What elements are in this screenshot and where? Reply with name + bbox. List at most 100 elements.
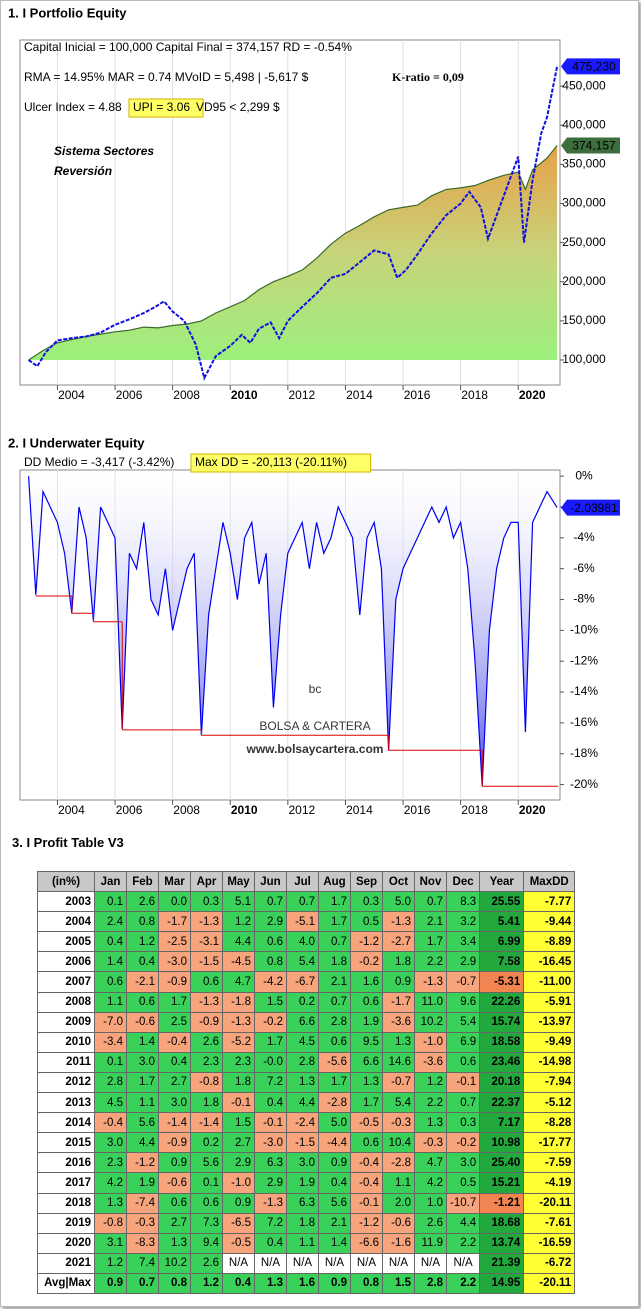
table-row: 2014 -0.4 5.6 -1.4 -1.4 1.5 -0.1 -2.4 5.0 -0.5 -0.… (37, 1112, 576, 1134)
table-cell: 4.4 (445, 1212, 481, 1234)
charts: 1. I Portfolio Equity 2004 2006 2008 2010 201… (8, 5, 620, 817)
table-cell: -0.4 (94, 1112, 127, 1134)
table-cell: 1.3 (286, 1071, 319, 1094)
table-cell: 0.6 (126, 991, 159, 1013)
header-cell: Jan (94, 870, 127, 893)
header-cell: (in%) (37, 870, 95, 893)
x-tick-label: 2004 (58, 803, 85, 817)
table-cell: 14.95 (479, 1272, 525, 1294)
table-cell: -0.2 (445, 1132, 481, 1154)
table-cell: 5.1 (222, 891, 255, 913)
table-cell: 1.4 (126, 1031, 159, 1053)
table-cell: 1.7 (254, 1031, 287, 1053)
table-cell: 2.7 (222, 1132, 255, 1154)
table-cell: -3.0 (254, 1132, 287, 1154)
x-tick-label: 2014 (346, 803, 373, 817)
table-cell: 4.5 (286, 1031, 319, 1053)
table-cell: 1.9 (126, 1172, 159, 1194)
annotation: Max DD = -20,113 (-20.11%) (195, 455, 347, 469)
y-tick-label: 250,000 (562, 235, 606, 249)
x-tick-label: 2016 (404, 388, 431, 402)
table-cell: 2.8 (414, 1272, 447, 1294)
header-cell: Feb (126, 870, 159, 893)
table-cell: 0.4 (158, 1051, 191, 1073)
table-cell: 0.2 (286, 991, 319, 1013)
table-cell: 1.3 (158, 1232, 191, 1254)
table-cell: -0.1 (350, 1192, 383, 1214)
table-cell: 1.2 (414, 1071, 447, 1094)
table-cell: 5.41 (479, 911, 525, 933)
table-cell: -2.8 (318, 1092, 351, 1114)
table-cell: 5.4 (286, 951, 319, 973)
table-cell: -5.31 (479, 971, 525, 993)
table-cell: -0.4 (350, 1152, 383, 1174)
table-cell: 5.4 (382, 1092, 415, 1114)
table-cell: 2.6 (190, 1252, 223, 1274)
table-cell: 4.5 (94, 1092, 127, 1114)
table-cell: -0.5 (222, 1232, 255, 1254)
annotation: UPI = 3.06 (133, 100, 190, 114)
table-cell: 1.4 (318, 1232, 351, 1254)
table-cell: 1.3 (254, 1272, 287, 1294)
table-cell: 1.0 (414, 1192, 447, 1214)
table-cell: -2.5 (158, 931, 191, 953)
end-label: 374,157 (572, 139, 616, 153)
table-cell: 10.2 (414, 1011, 447, 1033)
table-cell: -5.2 (222, 1031, 255, 1053)
end-label: 475,230 (572, 60, 616, 74)
table-cell: N/A (254, 1252, 287, 1274)
table-cell: 0.8 (254, 951, 287, 973)
table-cell: 0.6 (94, 971, 127, 993)
table-cell: -8.89 (523, 931, 576, 953)
table-row: 2011 0.1 3.0 0.4 2.3 2.3 -0.0 2.8 -5.6 6.6 14.6 -3.… (37, 1051, 576, 1073)
table-cell: -0.3 (382, 1112, 415, 1134)
row-label: 2006 (37, 951, 95, 973)
x-tick-label: 2014 (346, 388, 373, 402)
table-cell: 1.6 (350, 971, 383, 993)
table-row: 2005 0.4 1.2 -2.5 -3.1 4.4 0.6 4.0 0.7 -1.2 -2.7 1.… (37, 931, 576, 953)
table-cell: -13.97 (523, 1011, 576, 1033)
table-cell: -2.4 (286, 1112, 319, 1134)
area-fill (28, 476, 558, 787)
table-cell: -3.6 (414, 1051, 447, 1073)
x-tick-label: 2008 (173, 388, 200, 402)
y-tick-label: -16% (570, 715, 598, 729)
table-cell: 0.7 (254, 891, 287, 913)
table-cell: 14.6 (382, 1051, 415, 1073)
table-cell: -7.4 (126, 1192, 159, 1214)
table-cell: 4.0 (286, 931, 319, 953)
table-cell: 2.1 (318, 1212, 351, 1234)
table-cell: -11.00 (523, 971, 576, 993)
table-cell: 4.4 (126, 1132, 159, 1154)
table-cell: 1.8 (190, 1092, 223, 1114)
table-cell: -7.77 (523, 891, 576, 913)
table-cell: 0.6 (190, 1192, 223, 1214)
table-cell: -0.7 (445, 971, 481, 993)
table-cell: 1.8 (382, 951, 415, 973)
y-tick-label: -6% (573, 561, 595, 575)
table-cell: -1.4 (190, 1112, 223, 1134)
table-cell: 2.8 (286, 1051, 319, 1073)
x-tick-label: 2010 (231, 803, 258, 817)
table-cell: -8.28 (523, 1112, 576, 1134)
table-cell: -6.7 (286, 971, 319, 993)
table-cell: N/A (286, 1252, 319, 1274)
table-cell: 15.74 (479, 1011, 525, 1033)
table-cell: 0.6 (254, 931, 287, 953)
table-cell: 7.2 (254, 1212, 287, 1234)
table-cell: 1.8 (318, 951, 351, 973)
table-cell: 1.5 (382, 1272, 415, 1294)
y-tick-label: 450,000 (562, 78, 606, 92)
table-cell: 21.39 (479, 1252, 525, 1274)
watermark: www.bolsaycartera.com (246, 742, 384, 756)
row-label: 2007 (37, 971, 95, 993)
row-label: Avg|Max (37, 1272, 95, 1294)
table-cell: -5.6 (318, 1051, 351, 1073)
row-label: 2015 (37, 1132, 95, 1154)
table-cell: -0.9 (158, 1132, 191, 1154)
table-cell: 1.7 (318, 911, 351, 933)
row-label: 2017 (37, 1172, 95, 1194)
y-tick-label: 100,000 (562, 352, 606, 366)
table-row: 2008 1.1 0.6 1.7 -1.3 -1.8 1.5 0.2 0.7 0.6 -1.7 11.… (37, 991, 576, 1013)
